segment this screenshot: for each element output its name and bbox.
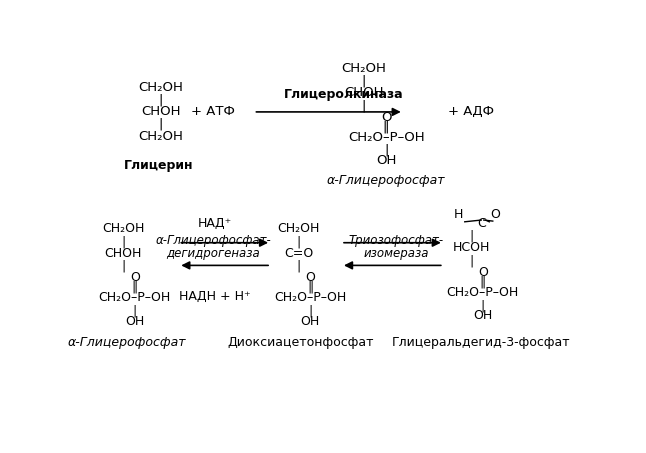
Text: Глицерин: Глицерин [123,159,193,173]
Text: O: O [381,111,391,124]
Text: CH₂O–P–OH: CH₂O–P–OH [348,131,424,144]
Text: α-Глицерофосфат-: α-Глицерофосфат- [156,235,271,247]
Text: CHOH: CHOH [141,106,181,118]
Text: Глицеролкиназа: Глицеролкиназа [284,88,403,101]
Text: CH₂OH: CH₂OH [138,81,183,94]
Text: H: H [454,208,463,222]
Text: CH₂OH: CH₂OH [341,62,386,75]
Text: CH₂O–P–OH: CH₂O–P–OH [274,291,346,304]
Text: НАДН + Н⁺: НАДН + Н⁺ [179,290,251,303]
Text: O: O [305,271,315,284]
Text: α-Глицерофосфат: α-Глицерофосфат [68,336,187,349]
Text: Триозофосфат-: Триозофосфат- [349,235,444,247]
Text: |: | [159,118,163,130]
Text: |: | [384,144,388,157]
Text: CH₂OH: CH₂OH [277,222,320,235]
Text: C: C [477,217,486,230]
Text: |: | [361,75,366,88]
Text: |: | [121,235,125,248]
Text: CHOH: CHOH [105,247,142,260]
Text: Диоксиацетонфосфат: Диоксиацетонфосфат [228,336,374,349]
Text: |: | [481,299,485,312]
Text: ‖: ‖ [132,281,138,294]
Text: |: | [469,230,474,243]
Text: |: | [308,304,312,317]
Text: Глицеральдегид-3-фосфат: Глицеральдегид-3-фосфат [392,336,570,349]
Text: CHOH: CHOH [344,86,383,99]
Text: CH₂OH: CH₂OH [138,130,183,143]
Text: α-Глицерофосфат: α-Глицерофосфат [327,174,445,187]
Text: |: | [159,94,163,107]
Text: OH: OH [473,309,492,323]
Text: ‖: ‖ [383,120,390,134]
Text: |: | [361,99,366,112]
Text: |: | [297,235,300,248]
Text: НАД⁺: НАД⁺ [198,217,232,230]
Text: C=O: C=O [284,247,313,260]
Text: CH₂O–P–OH: CH₂O–P–OH [446,286,519,299]
Text: CH₂OH: CH₂OH [102,222,145,235]
Text: дегидрогеназа: дегидрогеназа [167,247,260,260]
Text: ‖: ‖ [307,281,313,294]
Text: O: O [490,208,500,222]
Text: + АТФ: + АТФ [191,106,235,118]
Text: CH₂O–P–OH: CH₂O–P–OH [99,291,171,304]
Text: OH: OH [125,315,145,328]
Text: |: | [469,254,474,267]
Text: O: O [478,266,488,279]
Text: + АДФ: + АДФ [448,106,494,118]
Text: ‖: ‖ [479,275,486,289]
Text: изомераза: изомераза [364,247,429,260]
Text: OH: OH [300,315,320,328]
Text: HCOH: HCOH [453,241,490,255]
Text: |: | [132,304,137,317]
Text: O: O [130,271,140,284]
Text: OH: OH [376,154,397,167]
Text: |: | [121,260,125,273]
Text: |: | [297,260,300,273]
